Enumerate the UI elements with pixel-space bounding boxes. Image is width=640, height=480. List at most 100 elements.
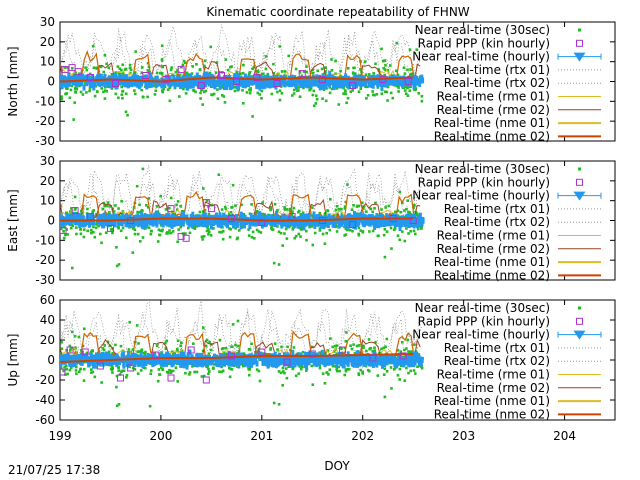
data-point [323,382,327,385]
data-point [134,353,138,360]
data-point [243,355,247,362]
data-point [416,365,419,368]
data-point [145,213,149,220]
data-point [335,87,339,90]
data-point [128,365,131,369]
data-point [121,72,125,75]
data-point [158,352,161,356]
data-point [177,66,185,74]
data-point [310,225,313,228]
data-point [374,201,377,205]
data-point [270,81,274,88]
data-point [318,84,322,91]
data-point [373,346,376,349]
data-point [220,231,223,234]
data-point [410,350,414,353]
data-point [383,73,386,77]
data-point [264,67,268,71]
data-point [334,59,337,63]
data-point [171,369,175,373]
data-point [349,221,357,228]
data-point [362,356,366,363]
data-point [68,64,76,72]
data-point [298,209,301,213]
data-point [230,368,234,371]
data-point [139,352,143,359]
data-point [175,347,179,351]
data-point [352,343,355,346]
data-point [331,221,335,227]
data-point [146,95,149,99]
data-point [345,82,349,89]
y-tick-label: -30 [35,134,55,148]
data-point [385,213,389,220]
data-point [286,357,290,364]
data-point [155,344,159,348]
data-point [420,356,424,363]
data-point [77,335,81,339]
data-point [416,222,420,229]
data-point [200,360,204,367]
data-point [352,221,356,228]
data-point [412,369,416,372]
data-point [335,361,339,368]
data-point [103,79,107,86]
data-point [182,353,186,360]
data-point [66,76,70,83]
data-point [193,227,197,230]
series-line-rtx-2 [60,34,422,90]
data-point [254,75,258,82]
data-point [138,203,141,207]
data-point [83,354,87,361]
data-point [416,227,420,231]
data-point [322,357,326,363]
data-point [420,99,424,103]
data-point [300,74,304,78]
data-point [361,79,365,85]
data-point [396,84,399,88]
data-point [376,374,380,377]
data-point [91,349,94,352]
data-point [291,350,295,357]
data-point [115,404,119,408]
data-point [140,350,143,353]
data-point [86,207,89,211]
data-point [74,207,77,210]
data-point [200,214,203,218]
data-point [353,352,357,355]
data-point [250,236,254,239]
data-point [207,367,210,371]
data-point [272,357,275,364]
data-point [375,79,379,85]
data-point [162,219,166,225]
data-point [145,204,148,207]
data-point [330,69,334,72]
data-point [75,226,78,229]
data-point [97,215,101,222]
data-point [179,83,183,90]
data-point [110,73,114,76]
data-point [168,368,171,372]
data-point [65,211,68,215]
data-point [71,67,74,70]
data-point [87,361,91,368]
data-point [335,358,339,365]
data-point [117,207,120,210]
data-point [228,212,231,216]
data-point [384,64,387,67]
data-point [384,90,387,93]
data-point [404,92,408,95]
data-point [413,203,416,207]
data-point [204,344,208,348]
data-point [70,222,74,226]
data-point [130,218,134,224]
data-point [417,92,421,95]
data-point [95,66,98,70]
data-point [310,80,314,87]
data-point [75,365,78,369]
data-point [417,213,420,217]
data-point [243,218,247,225]
data-point [188,373,191,376]
data-point [71,266,74,270]
